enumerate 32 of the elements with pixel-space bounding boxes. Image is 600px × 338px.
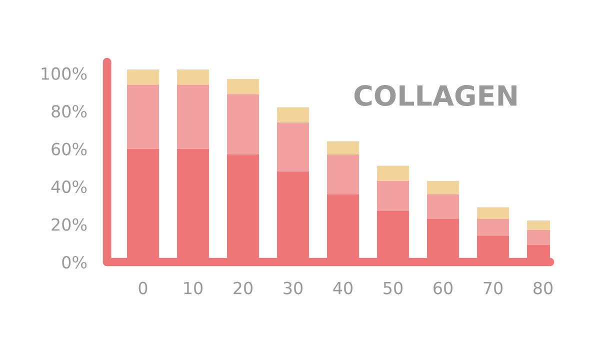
- bar: [127, 70, 159, 85]
- bar: [377, 166, 409, 181]
- y-tick-label: 60%: [52, 142, 87, 156]
- bar: [427, 180, 459, 194]
- text: COLLAGEN: [354, 85, 516, 106]
- x-tick-label: 30: [284, 282, 302, 294]
- bar: [377, 180, 409, 212]
- x-tick-label: 70: [484, 282, 502, 294]
- x-tick-label: 0: [138, 282, 148, 294]
- bar: [277, 122, 309, 172]
- x-tick-label: 10: [184, 282, 202, 294]
- bar: [177, 70, 209, 85]
- bar: [127, 84, 159, 149]
- y-tick-label: 100%: [42, 67, 87, 80]
- y-tick-label: 0%: [62, 256, 87, 269]
- y-tick-label: 40%: [51, 180, 87, 194]
- bar: [427, 194, 459, 219]
- bar: [477, 218, 509, 236]
- y-tick-label: 80%: [52, 105, 87, 118]
- bar: [227, 78, 259, 94]
- x-tick-label: 60: [434, 282, 452, 294]
- bar: [477, 207, 509, 219]
- x-tick-label: 40: [333, 282, 352, 294]
- x-tick-label: 50: [384, 282, 402, 294]
- x-tick-label: 80: [534, 282, 552, 294]
- bar: [277, 107, 309, 122]
- bar: [327, 154, 359, 194]
- bar: [227, 94, 259, 154]
- x-tick-label: 20: [234, 282, 252, 294]
- bar: [177, 84, 209, 149]
- bar: [327, 141, 359, 154]
- y-tick-label: 20%: [52, 218, 87, 231]
